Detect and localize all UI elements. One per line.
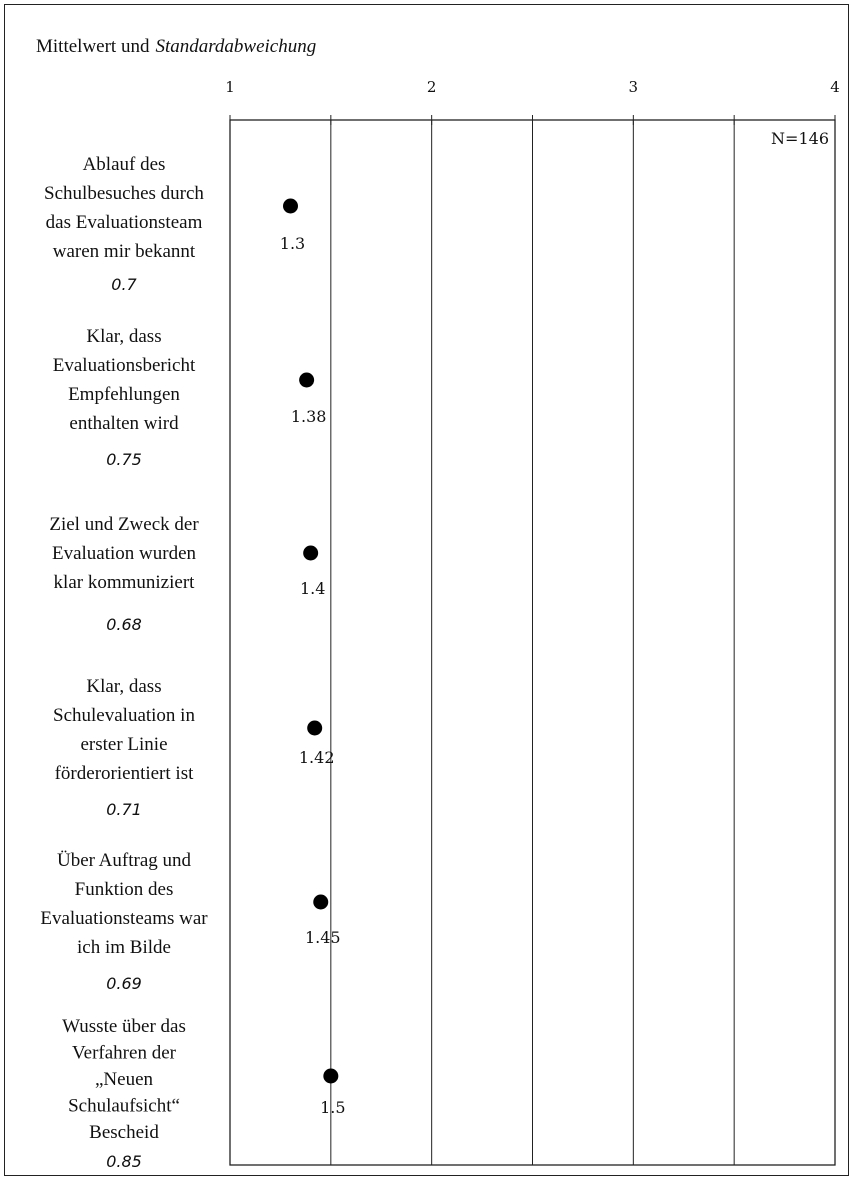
category-label-line: förderorientiert ist [55,763,194,784]
mean-value-label: 1.5 [320,1098,345,1117]
category-label-line: „Neuen [95,1069,154,1090]
category-label-line: Schulaufsicht“ [68,1096,180,1117]
sd-label: 0.69 [106,974,142,993]
mean-point [303,545,319,561]
category-label-line: Klar, dass [86,676,161,697]
sd-label: 0.85 [106,1152,142,1171]
mean-point [323,1068,339,1084]
mean-point [313,894,329,910]
n-label: N=146 [771,129,829,148]
mean-value-label: 1.4 [300,579,325,598]
category-label-line: Über Auftrag und [57,850,192,871]
category-label-line: Schulbesuches durch [44,183,204,204]
chart-title-italic: Standardabweichung [155,36,316,57]
mean-point [299,372,315,388]
category-label-line: Evaluationsteams war [40,908,208,929]
category-label-line: Funktion des [75,879,174,900]
category-label-line: klar kommuniziert [54,572,196,593]
mean-value-label: 1.3 [280,234,305,253]
x-tick-label: 2 [427,78,437,96]
category-label-line: Evaluationsbericht [53,355,196,376]
category-label-line: Bescheid [89,1122,159,1143]
category-label-line: Empfehlungen [68,384,180,405]
data-points: 1.3 1.38 1.4 1.42 1.45 1.5 [280,198,346,1117]
category-label-line: Ablauf des [83,154,166,175]
x-tick-labels: 1 2 3 4 [225,78,840,96]
sd-label: 0.75 [106,450,142,469]
sd-label: 0.68 [106,615,142,634]
x-tick-label: 3 [629,78,639,96]
category-label-line: Evaluation wurden [52,543,197,564]
chart-title: Mittelwert und Standardabweichung [36,36,316,57]
x-tick-label: 4 [830,78,840,96]
sd-label: 0.7 [111,275,137,294]
category-label-line: Klar, dass [86,326,161,347]
grid [229,115,836,1166]
chart-title-plain: Mittelwert und [36,36,150,57]
category-label-line: waren mir bekannt [53,241,196,262]
mean-value-label: 1.42 [299,748,335,767]
category-label-line: Ziel und Zweck der [49,514,199,535]
x-tick-label: 1 [225,78,235,96]
category-label-line: Verfahren der [72,1043,177,1064]
category-label-line: Wusste über das [62,1016,186,1037]
category-label-line: enthalten wird [69,413,179,434]
mean-point [283,198,298,214]
chart-frame [4,4,849,1176]
category-labels: Ablauf des Schulbesuches durch das Evaluat… [40,154,208,1171]
category-label-line: ich im Bilde [77,937,171,958]
mean-point [307,720,323,736]
category-label-line: das Evaluationsteam [46,212,203,233]
sd-label: 0.71 [106,800,142,819]
mean-value-label: 1.45 [305,928,341,947]
mean-value-label: 1.38 [291,407,327,426]
category-label-line: Schulevaluation in [53,705,195,726]
category-label-line: erster Linie [80,734,167,755]
